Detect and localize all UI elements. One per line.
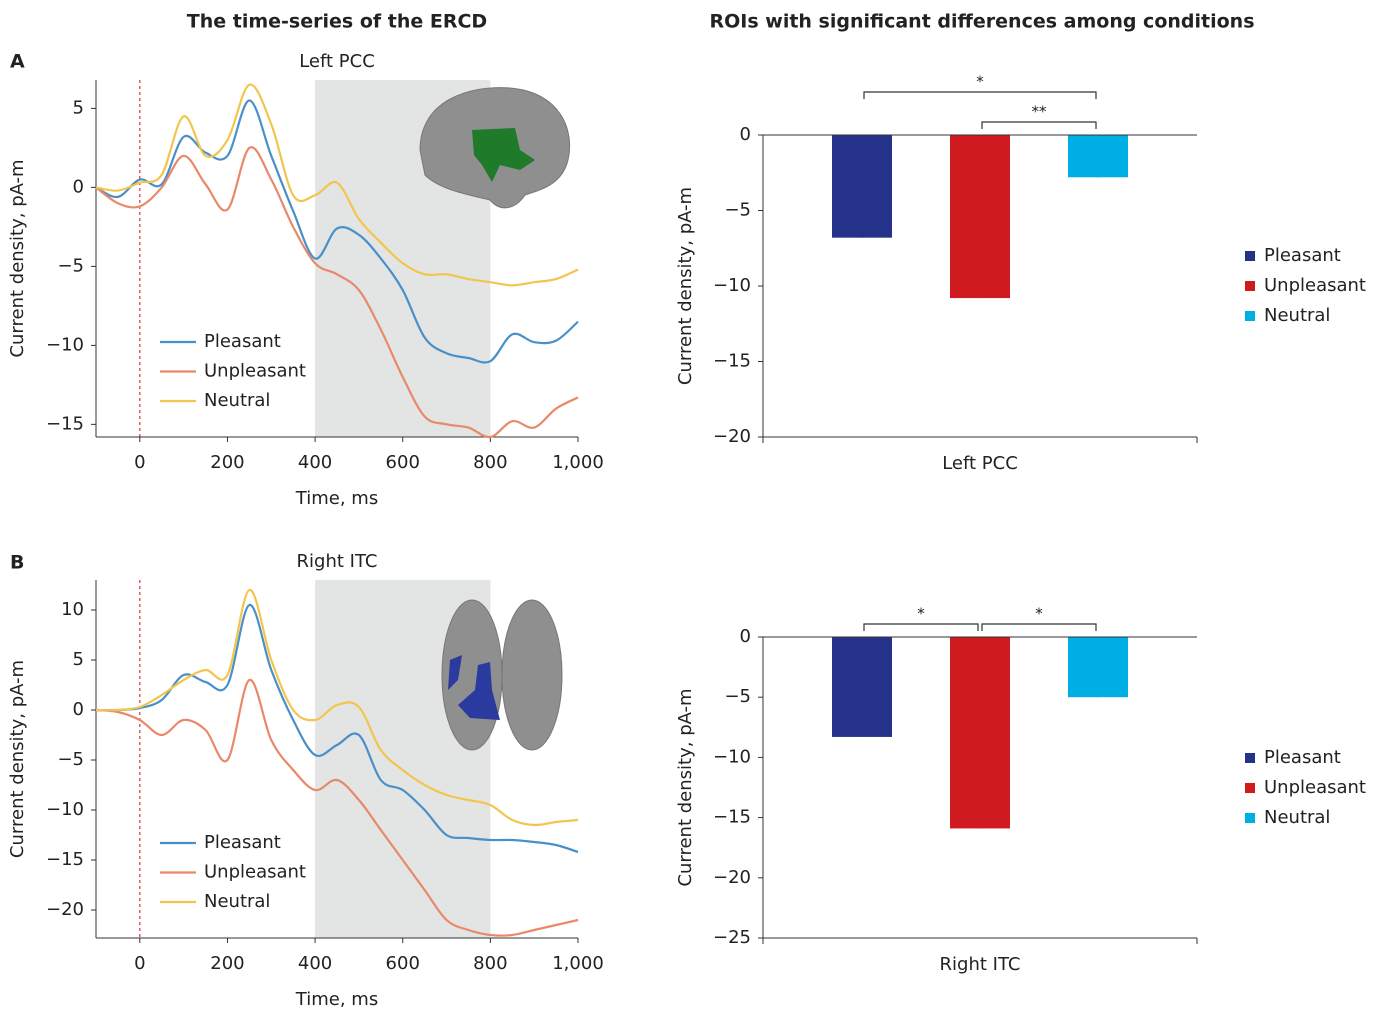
significance-label: * [976,73,984,91]
x-tick-label: 1,000 [552,452,604,473]
legend-swatch [1245,251,1255,261]
y-tick-label: −20 [46,899,84,920]
y-tick-label: −15 [46,849,84,870]
x-tick-label: 400 [298,452,332,473]
legend-label: Pleasant [1264,245,1341,266]
legend-label: Pleasant [1264,747,1341,768]
x-tick-label: 600 [386,452,420,473]
x-tick-label: 200 [210,452,244,473]
bar [950,637,1010,829]
y-tick-label: −10 [46,334,84,355]
significance-label: * [917,605,925,623]
legend-label: Unpleasant [204,361,306,382]
y-axis-label: Current density, pA-m [7,660,28,858]
series-line [95,603,579,854]
series-line [95,588,579,827]
y-tick-label: 0 [740,124,751,145]
legend-label: Neutral [1264,305,1330,326]
x-tick-label: 0 [134,452,145,473]
x-tick-label: 200 [210,953,244,974]
y-tick-label: 0 [73,176,84,197]
y-tick-label: −10 [46,799,84,820]
y-tick-label: −5 [724,686,751,707]
x-tick-label: 800 [473,953,507,974]
significance-label: * [1035,605,1043,623]
significance-label: ** [1032,103,1048,121]
legend-swatch [1245,753,1255,763]
series-line [95,678,579,937]
brain-shape [501,599,563,751]
x-tick-label: 600 [386,953,420,974]
brain-image [441,599,563,751]
x-axis-label: Time, ms [295,989,378,1010]
legend-label: Neutral [204,390,270,411]
y-tick-label: −25 [713,927,751,948]
y-tick-label: −5 [57,255,84,276]
brain-image [419,87,571,209]
x-tick-label: 400 [298,953,332,974]
x-tick-label: Right ITC [940,954,1021,975]
significance-bracket [981,121,1097,129]
significance-bracket [981,623,1097,631]
y-axis-label: Current density, pA-m [675,187,696,385]
column-heading: ROIs with significant differences among … [709,11,1254,33]
legend-swatch [1245,281,1255,291]
column-heading: The time-series of the ERCD [187,11,487,33]
chart-title: Left PCC [299,51,375,72]
y-tick-label: 5 [73,649,84,670]
series-line [95,83,579,287]
legend-label: Unpleasant [1264,777,1366,798]
chart-title: Right ITC [297,551,378,572]
panel-label: A [10,51,25,73]
series-line [95,99,579,364]
legend-label: Unpleasant [204,862,306,883]
legend-label: Neutral [204,891,270,912]
x-tick-label: 1,000 [552,953,604,974]
y-axis-label: Current density, pA-m [675,688,696,886]
series-line [95,146,579,439]
y-tick-label: −20 [713,867,751,888]
y-tick-label: −10 [713,746,751,767]
y-axis-label: Current density, pA-m [7,159,28,357]
y-tick-label: −15 [713,351,751,372]
bar [950,135,1010,299]
significance-bracket [863,623,979,631]
y-tick-label: 0 [73,699,84,720]
y-tick-label: 10 [61,599,84,620]
bar [1068,135,1128,178]
legend-swatch [1245,813,1255,823]
x-tick-label: 800 [473,452,507,473]
legend-label: Pleasant [204,331,281,352]
brain-region [472,128,535,182]
bar [832,637,892,737]
bar [832,135,892,238]
x-tick-label: 0 [134,953,145,974]
legend-label: Pleasant [204,832,281,853]
y-tick-label: −15 [46,413,84,434]
y-tick-label: −5 [57,749,84,770]
y-tick-label: −20 [713,426,751,447]
charts: Left PCC 5 0 −5 −10 −15 0 200 400 600 800 1,000 Time… [7,51,1366,1010]
panel-label: B [10,552,24,574]
y-tick-label: −10 [713,275,751,296]
significance-bracket [863,91,1097,99]
brain-region [448,655,500,720]
y-tick-label: 0 [740,626,751,647]
legend-swatch [1245,311,1255,321]
x-axis-label: Time, ms [295,488,378,509]
legend-label: Neutral [1264,807,1330,828]
y-tick-label: −15 [713,807,751,828]
legend-label: Unpleasant [1264,275,1366,296]
y-tick-label: −5 [724,200,751,221]
bar [1068,637,1128,698]
legend-swatch [1245,783,1255,793]
y-tick-label: 5 [73,97,84,118]
x-tick-label: Left PCC [942,453,1018,474]
